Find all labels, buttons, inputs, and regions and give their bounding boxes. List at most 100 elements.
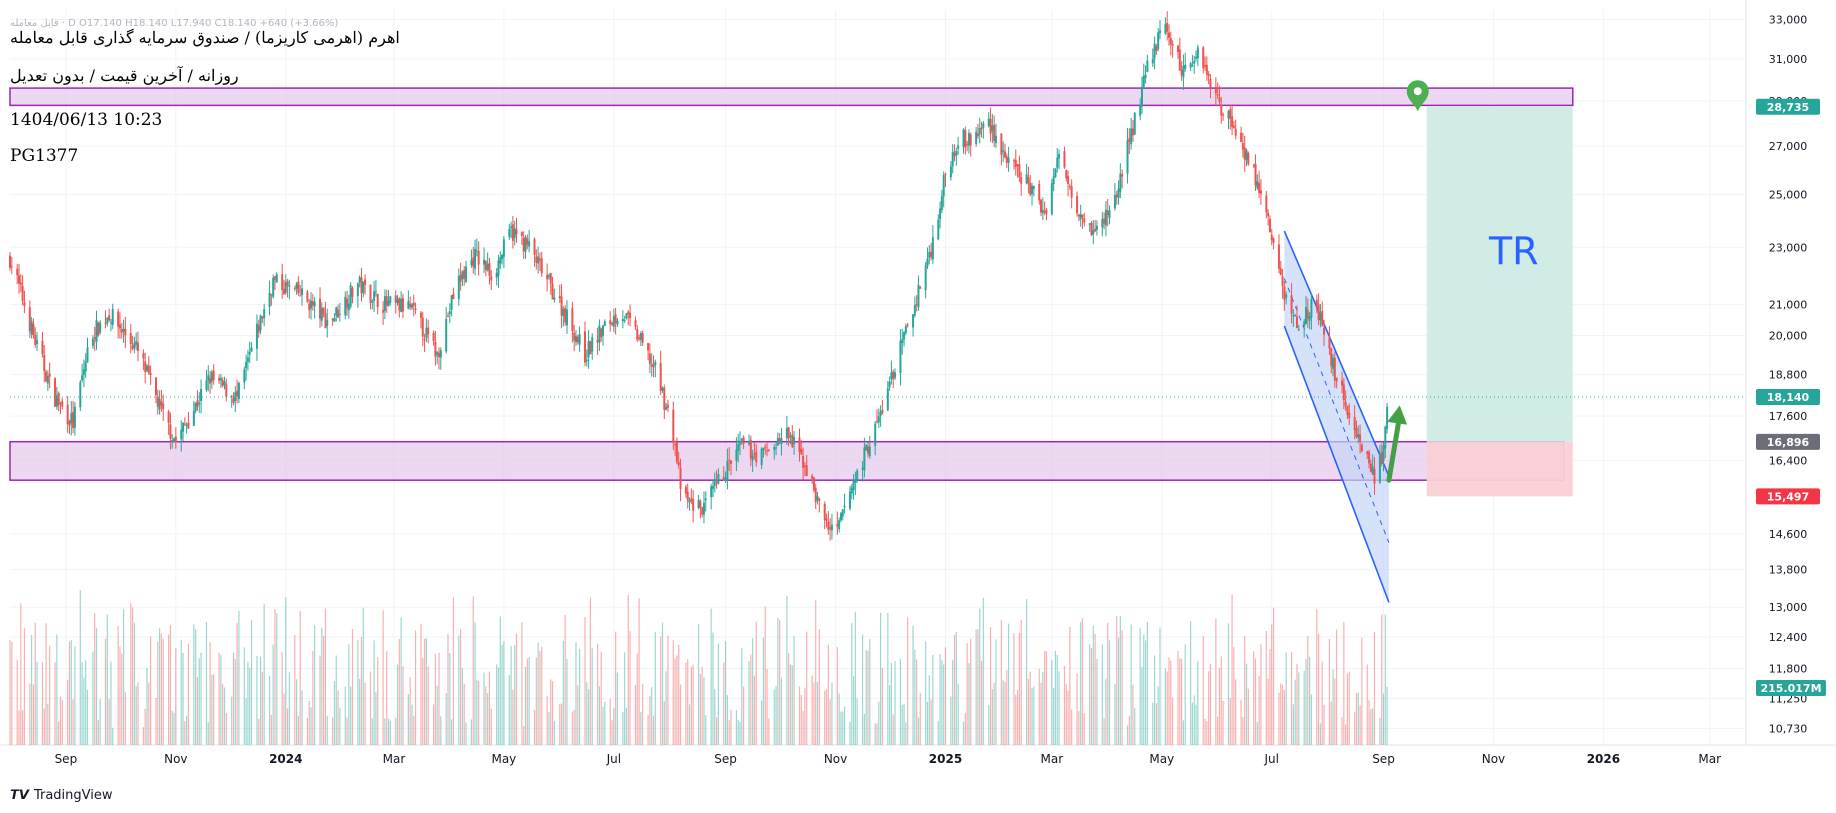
candle-body bbox=[1117, 188, 1120, 198]
candle-body bbox=[320, 308, 323, 321]
volume-bar bbox=[798, 686, 801, 745]
candle-body bbox=[522, 238, 525, 252]
candle-body bbox=[1130, 128, 1133, 145]
candle-body bbox=[19, 282, 22, 285]
candle-body bbox=[427, 327, 430, 335]
candle-body bbox=[866, 446, 869, 454]
x-tick-label: Sep bbox=[1372, 752, 1395, 766]
candle-body bbox=[843, 505, 846, 508]
volume-bar bbox=[788, 653, 790, 745]
volume-bar bbox=[112, 727, 114, 745]
volume-bar bbox=[523, 726, 525, 745]
volume-bar bbox=[1245, 663, 1248, 745]
volume-bar bbox=[1384, 614, 1386, 745]
candle-body bbox=[1180, 69, 1183, 76]
volume-bar bbox=[1382, 693, 1385, 745]
volume-bar bbox=[928, 675, 930, 745]
candle-body bbox=[616, 320, 619, 325]
volume-bar bbox=[222, 683, 224, 745]
candle-body bbox=[874, 423, 877, 446]
volume-badge-bg bbox=[1756, 680, 1826, 696]
volume-badge: 215.017M bbox=[1760, 682, 1821, 695]
candle-body bbox=[1157, 32, 1160, 49]
volume-bar bbox=[1168, 657, 1170, 745]
candle-body bbox=[726, 461, 729, 481]
volume-bar bbox=[371, 718, 373, 745]
volume-bar bbox=[793, 636, 795, 745]
volume-bar bbox=[881, 668, 884, 745]
candle-body bbox=[1344, 401, 1347, 407]
volume-bar bbox=[791, 665, 793, 745]
volume-bar bbox=[1051, 659, 1053, 745]
candle-body bbox=[1126, 140, 1129, 174]
candle-body bbox=[912, 314, 915, 328]
candle-body bbox=[674, 444, 677, 446]
candle-body bbox=[1139, 105, 1142, 116]
tradingview-logo[interactable]: 𝙏𝙑 TradingView bbox=[10, 788, 112, 803]
candle-body bbox=[854, 479, 857, 483]
volume-bar bbox=[1105, 678, 1107, 745]
volume-bar bbox=[344, 686, 346, 745]
candle-body bbox=[194, 402, 197, 412]
candle-body bbox=[877, 416, 880, 423]
candle-body bbox=[966, 143, 969, 145]
volume-bar bbox=[382, 610, 384, 745]
candle-body bbox=[84, 361, 87, 372]
volume-bar bbox=[514, 645, 516, 745]
candle-body bbox=[158, 398, 161, 410]
candle-body bbox=[937, 219, 940, 240]
candle-body bbox=[196, 400, 199, 407]
candle-body bbox=[964, 130, 967, 147]
volume-bar bbox=[916, 659, 918, 745]
candle-body bbox=[66, 404, 69, 424]
volume-bar bbox=[425, 638, 427, 745]
volume-bar bbox=[1381, 614, 1383, 745]
volume-bar bbox=[193, 624, 195, 745]
volume-bar bbox=[362, 607, 364, 745]
candle-body bbox=[171, 440, 174, 442]
volume-bar bbox=[1193, 695, 1195, 745]
candle-body bbox=[207, 375, 210, 381]
x-tick-label: Sep bbox=[55, 752, 78, 766]
volume-bar bbox=[1016, 690, 1019, 745]
candle-body bbox=[1303, 321, 1306, 327]
candle-body bbox=[791, 434, 794, 447]
candle-body bbox=[1241, 142, 1244, 150]
volume-bar bbox=[339, 707, 341, 745]
candle-body bbox=[562, 308, 565, 317]
volume-bar bbox=[829, 699, 831, 745]
candle-body bbox=[432, 332, 435, 341]
volume-bar bbox=[768, 718, 770, 745]
volume-bar bbox=[245, 698, 247, 745]
candle-body bbox=[1207, 73, 1210, 77]
candle-body bbox=[1386, 406, 1389, 429]
candle-body bbox=[423, 339, 426, 341]
candle-body bbox=[293, 288, 296, 290]
candle-body bbox=[218, 378, 221, 381]
candle-body bbox=[951, 151, 954, 167]
volume-bar bbox=[1334, 678, 1336, 745]
volume-bar bbox=[743, 686, 745, 745]
volume-bar bbox=[537, 642, 539, 745]
candle-body bbox=[257, 325, 260, 333]
candle-body bbox=[461, 271, 464, 280]
volume-bar bbox=[651, 687, 653, 745]
candle-body bbox=[939, 208, 942, 220]
candle-body bbox=[955, 150, 958, 156]
volume-bar bbox=[56, 634, 58, 745]
candle-body bbox=[396, 299, 399, 304]
candle-body bbox=[524, 237, 527, 252]
candle-body bbox=[1094, 228, 1097, 232]
candle-body bbox=[773, 447, 776, 451]
candle-body bbox=[472, 257, 475, 267]
volume-bar bbox=[1240, 699, 1242, 745]
volume-bar bbox=[737, 720, 739, 745]
volume-bar bbox=[750, 654, 752, 745]
volume-bar bbox=[1247, 688, 1249, 745]
candle-body bbox=[724, 477, 727, 481]
candle-body bbox=[32, 323, 35, 336]
candle-body bbox=[1115, 194, 1118, 198]
volume-bar bbox=[953, 634, 956, 745]
